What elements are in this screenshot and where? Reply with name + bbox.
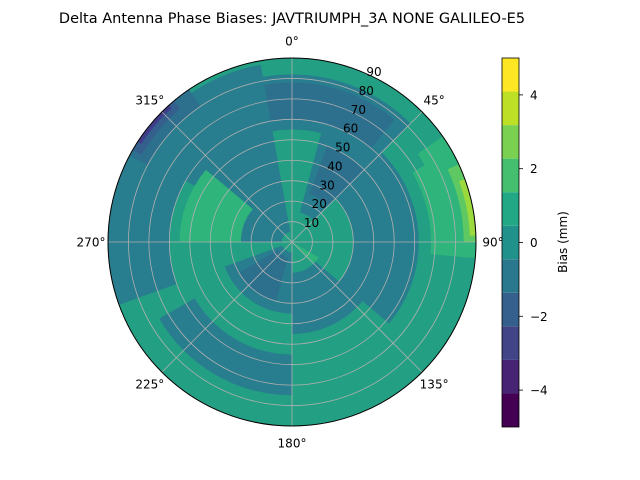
contour-region bbox=[292, 261, 363, 334]
angular-tick-label: 90° bbox=[482, 236, 503, 250]
colorbar-ticks: −4 −2 0 2 4 bbox=[519, 88, 548, 398]
colorbar-band bbox=[502, 326, 519, 360]
colorbar-tick-label: 4 bbox=[530, 88, 538, 102]
radial-tick-label: 90 bbox=[366, 65, 381, 79]
contour-region bbox=[459, 179, 476, 236]
colorbar-tick-label: 2 bbox=[530, 162, 538, 176]
colorbar-band bbox=[502, 192, 519, 226]
angular-tick-label: 315° bbox=[135, 93, 164, 107]
contour-region bbox=[129, 89, 201, 166]
radial-tick-label: 60 bbox=[343, 122, 358, 136]
polar-grid bbox=[107, 57, 477, 427]
colorbar-label: Bias (mm) bbox=[556, 211, 570, 273]
angular-gridline bbox=[291, 241, 423, 373]
contour-region bbox=[417, 136, 476, 259]
contour-region bbox=[132, 101, 181, 156]
colorbar-band bbox=[502, 58, 519, 92]
radial-tick-label: 40 bbox=[327, 159, 342, 173]
contour-region bbox=[137, 105, 172, 145]
radial-tick-label: 10 bbox=[304, 216, 319, 230]
radial-tick-label: 20 bbox=[312, 197, 327, 211]
radial-tick-label: 70 bbox=[351, 103, 366, 117]
colorbar-tick-label: −4 bbox=[530, 384, 548, 398]
chart-title: Delta Antenna Phase Biases: JAVTRIUMPH_3… bbox=[59, 11, 525, 27]
radial-tick-label: 30 bbox=[319, 178, 334, 192]
colorbar-bands bbox=[502, 58, 519, 427]
colorbar-band bbox=[502, 125, 519, 159]
angular-tick-label: 135° bbox=[420, 378, 449, 392]
colorbar: −4 −2 0 2 4 Bias (mm) bbox=[501, 57, 570, 428]
contour-region bbox=[159, 298, 292, 396]
colorbar-tick-label: 0 bbox=[530, 236, 538, 250]
angular-tick-label: 270° bbox=[77, 236, 106, 250]
colorbar-band bbox=[502, 91, 519, 126]
angular-tick-labels: 0° 45° 90° 135° 180° 225° 270° 315° bbox=[77, 35, 504, 451]
colorbar-band bbox=[502, 158, 519, 193]
polar-outline bbox=[107, 57, 477, 427]
contour-region bbox=[309, 145, 365, 206]
radial-tick-label: 50 bbox=[335, 141, 350, 155]
colorbar-band bbox=[502, 359, 519, 394]
contour-region bbox=[238, 250, 288, 302]
angular-tick-label: 225° bbox=[135, 378, 164, 392]
radial-tick-label: 80 bbox=[359, 84, 374, 98]
colorbar-band bbox=[502, 292, 519, 327]
contour-region bbox=[335, 152, 419, 324]
colorbar-band bbox=[502, 225, 519, 260]
contour-region bbox=[292, 242, 319, 264]
colorbar-band bbox=[502, 259, 519, 293]
contour-region bbox=[179, 169, 253, 242]
angular-gridline bbox=[161, 111, 293, 243]
angular-tick-label: 180° bbox=[278, 437, 307, 451]
angular-tick-label: 0° bbox=[285, 35, 299, 49]
angular-tick-label: 45° bbox=[423, 93, 444, 107]
angular-gridline bbox=[161, 241, 293, 373]
colorbar-band bbox=[502, 393, 519, 427]
polar-plot-area: 0° 45° 90° 135° 180° 225° 270° 315° 10 20 30 40 50 6… bbox=[77, 35, 504, 451]
angular-gridline bbox=[291, 111, 423, 243]
colorbar-tick-label: −2 bbox=[530, 310, 548, 324]
radial-tick-labels: 10 20 30 40 50 60 70 80 90 bbox=[304, 65, 382, 230]
